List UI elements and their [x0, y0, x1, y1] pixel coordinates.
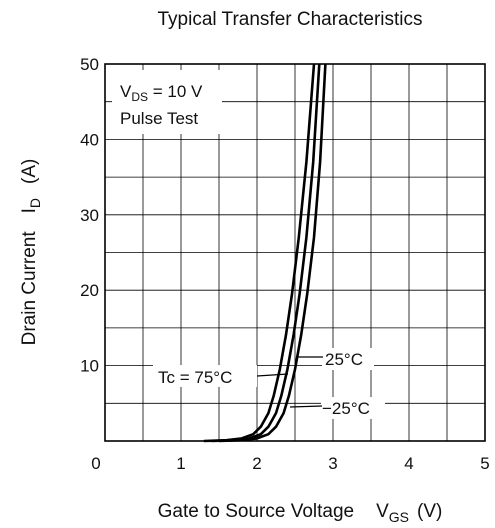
annotation-minus25c-leader — [289, 405, 323, 408]
x-tick-label: 4 — [404, 454, 413, 473]
annotations: Tc = 75°C 25°C −25°C — [153, 348, 385, 419]
chart-title: Typical Transfer Characteristics — [157, 9, 422, 30]
conditions-background — [112, 70, 222, 134]
annotation-minus25c: −25°C — [322, 399, 370, 418]
x-tick-label: 5 — [480, 454, 489, 473]
y-tick-label: 30 — [80, 206, 99, 225]
annotation-25c: 25°C — [325, 350, 363, 369]
condition-vds: VDS = 10 V — [120, 82, 203, 104]
y-tick-labels: 10 20 30 40 50 — [80, 55, 99, 376]
x-tick-label: 1 — [176, 454, 185, 473]
annotation-75c-leader — [256, 373, 289, 377]
y-axis-label: Drain CurrentID(A) — [19, 159, 43, 346]
plot-frame — [104, 63, 486, 442]
x-tick-label: 3 — [328, 454, 337, 473]
y-tick-label: 50 — [80, 55, 99, 74]
y-tick-label: 40 — [80, 130, 99, 149]
annotation-75c: Tc = 75°C — [158, 368, 232, 387]
x-tick-label: 2 — [252, 454, 261, 473]
annotation-75-bg — [153, 365, 257, 387]
x-tick-labels: 0 1 2 3 4 5 — [91, 454, 489, 473]
series-lines — [203, 63, 327, 443]
x-axis-label: Gate to Source Voltage VGS (V) — [158, 501, 443, 525]
annotation-25-bg — [322, 348, 374, 370]
y-tick-label: 10 — [80, 357, 99, 376]
y-tick-label: 20 — [80, 281, 99, 300]
conditions-box: VDS = 10 V Pulse Test — [112, 70, 222, 134]
series-line-2 — [218, 63, 327, 443]
x-tick-label: 0 — [91, 454, 100, 473]
annotation-minus25-bg — [321, 397, 385, 419]
condition-pulse-test: Pulse Test — [120, 109, 198, 128]
